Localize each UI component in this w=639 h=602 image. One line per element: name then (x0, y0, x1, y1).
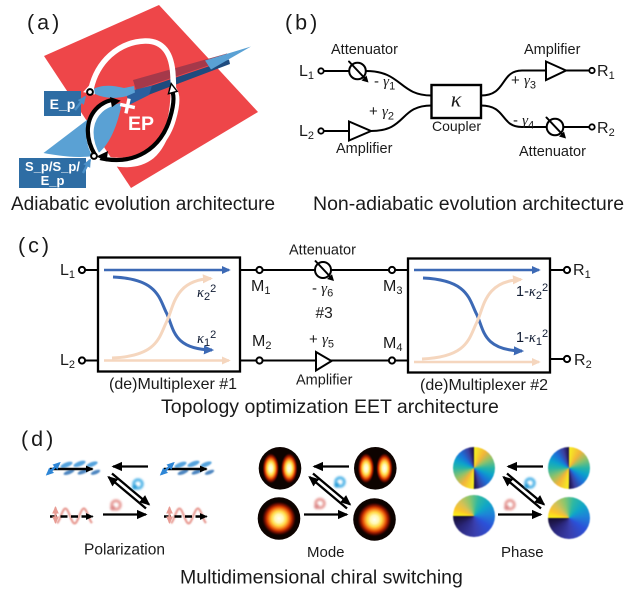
svg-text:Mode: Mode (307, 544, 345, 561)
svg-text:Multidimensional chiral switch: Multidimensional chiral switching (180, 567, 463, 589)
svg-text:Topology optimization EET arch: Topology optimization EET architecture (161, 396, 499, 418)
svg-text:Attenuator: Attenuator (331, 42, 398, 58)
svg-text:M1: M1 (251, 278, 270, 297)
svg-text:(c): (c) (18, 234, 52, 258)
svg-text:(d): (d) (21, 427, 56, 451)
svg-text:L2: L2 (299, 123, 314, 142)
svg-text:R1: R1 (573, 262, 591, 281)
svg-text:L1: L1 (299, 63, 314, 82)
svg-text:Amplifier: Amplifier (524, 42, 581, 58)
svg-text:L2: L2 (60, 352, 75, 371)
svg-text:M3: M3 (383, 278, 402, 297)
svg-text:M4: M4 (383, 335, 402, 354)
svg-text:E_p: E_p (50, 96, 76, 112)
svg-text:L1: L1 (60, 262, 75, 281)
svg-text:Non-adiabatic evolution archit: Non-adiabatic evolution architecture (313, 193, 624, 215)
svg-text:Adiabatic evolution architectu: Adiabatic evolution architecture (11, 194, 275, 215)
svg-text:Polarization: Polarization (84, 542, 165, 559)
svg-text:R2: R2 (597, 120, 615, 139)
svg-text:- γ1: - γ1 (374, 73, 395, 93)
svg-text:Phase: Phase (501, 544, 544, 561)
svg-text:Amplifier: Amplifier (336, 141, 393, 157)
svg-text:E_p: E_p (41, 173, 65, 188)
svg-text:(b): (b) (285, 11, 320, 35)
svg-text:Amplifier: Amplifier (296, 373, 353, 389)
svg-text:(de)Multiplexer #2: (de)Multiplexer #2 (420, 377, 548, 394)
svg-text:R1: R1 (597, 63, 615, 82)
svg-text:(de)Multiplexer #1: (de)Multiplexer #1 (109, 376, 237, 393)
svg-text:(a): (a) (27, 11, 62, 35)
svg-text:+ γ5: + γ5 (309, 331, 334, 351)
svg-text:Attenuator: Attenuator (289, 243, 356, 259)
svg-text:Attenuator: Attenuator (519, 144, 586, 160)
svg-text:M2: M2 (252, 333, 271, 352)
svg-text:Coupler: Coupler (432, 118, 481, 134)
svg-text:S_p/S_p/: S_p/S_p/ (25, 159, 80, 174)
svg-text:- γ4: - γ4 (513, 112, 534, 132)
svg-text:#3: #3 (316, 305, 333, 322)
svg-text:EP: EP (128, 113, 154, 135)
svg-text:- γ6: - γ6 (312, 280, 333, 300)
svg-text:+ γ3: + γ3 (511, 72, 536, 92)
svg-text:+ γ2: + γ2 (369, 103, 394, 123)
svg-text:R2: R2 (574, 352, 592, 371)
svg-text:κ: κ (451, 87, 462, 112)
